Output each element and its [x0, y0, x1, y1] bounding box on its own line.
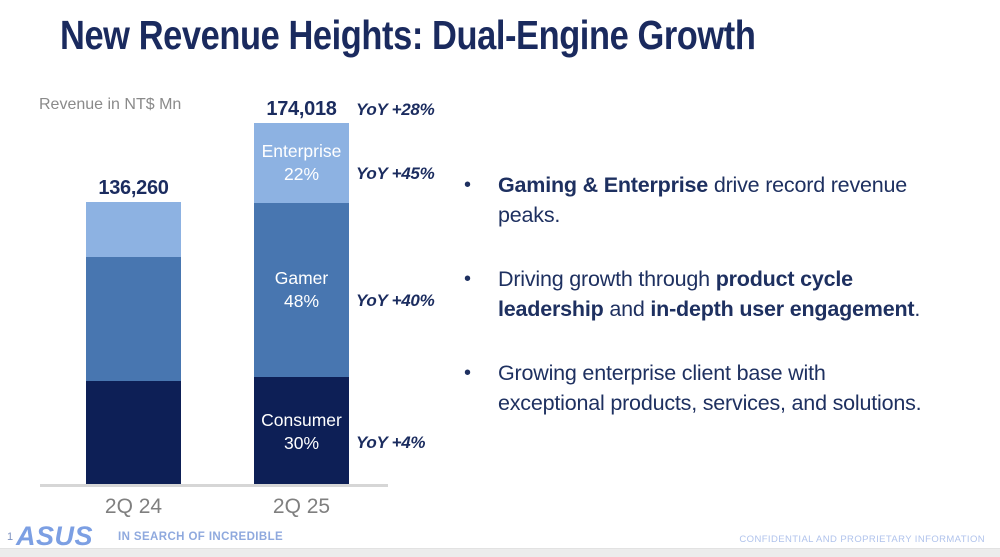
bullet-text-1: Gaming & Enterprise drive record revenue… — [498, 173, 908, 227]
segment-name-gamer: Gamer — [274, 267, 329, 288]
segment-share-gamer: 48% — [283, 290, 320, 311]
bar-2q24-gamer-segment — [86, 256, 181, 382]
slide-bottom-strip — [0, 548, 1000, 557]
confidential-notice: CONFIDENTIAL AND PROPRIETARY INFORMATION — [739, 534, 985, 545]
yoy-label-enterprise: YoY +45% — [356, 163, 435, 183]
yoy-label-total: YoY +28% — [356, 100, 435, 119]
bullet-text-2: Driving growth through product cycle lead… — [498, 267, 921, 321]
bar-2q24-consumer-segment — [86, 381, 181, 486]
bullet-item-3: • Growing enterprise client base with exce… — [464, 358, 922, 418]
segment-label-enterprise: Enterprise 22% — [254, 140, 349, 186]
category-label-2q25: 2Q 25 — [272, 495, 331, 518]
segment-share-enterprise: 22% — [283, 163, 320, 184]
chart-unit-label: Revenue in NT$ Mn — [39, 96, 182, 113]
x-axis-line — [40, 484, 388, 487]
segment-share-consumer: 30% — [283, 432, 320, 453]
asus-logo: ASUS — [15, 523, 93, 550]
segment-name-enterprise: Enterprise — [261, 140, 342, 161]
bullet-text-3: Growing enterprise client base with excep… — [498, 361, 922, 415]
page-title: New Revenue Heights: Dual-Engine Growth — [60, 12, 756, 58]
category-label-2q24: 2Q 24 — [104, 495, 163, 518]
bullet-dot: • — [464, 268, 472, 290]
revenue-stacked-bar-chart: Revenue in NT$ Mn 136,260 2Q 24 Consumer 30… — [0, 0, 460, 557]
segment-label-gamer: Gamer 48% — [254, 267, 349, 313]
bar-2q24-enterprise-segment — [86, 201, 181, 257]
asus-logo-text: ASUS — [15, 523, 93, 550]
segment-label-consumer: Consumer 30% — [254, 409, 349, 455]
total-label-2q24: 136,260 — [98, 176, 169, 199]
bullet-list: • Gaming & Enterprise drive record revenu… — [464, 170, 922, 452]
total-label-2q25: 174,018 — [266, 98, 337, 120]
yoy-label-gamer: YoY +40% — [356, 290, 435, 310]
bullet-dot: • — [464, 174, 472, 196]
segment-name-consumer: Consumer — [261, 409, 342, 430]
bullet-item-2: • Driving growth through product cycle lea… — [464, 264, 921, 324]
brand-tagline: IN SEARCH OF INCREDIBLE — [118, 531, 284, 543]
bullet-dot: • — [464, 362, 472, 384]
bullet-item-1: • Gaming & Enterprise drive record revenu… — [464, 170, 921, 230]
yoy-label-consumer: YoY +4% — [356, 432, 426, 452]
bar-2q25-enterprise-segment — [254, 123, 349, 203]
page-number: 1 — [7, 531, 14, 543]
bar-2q25-consumer-segment — [254, 377, 349, 486]
bar-2q25-gamer-segment — [254, 202, 349, 378]
